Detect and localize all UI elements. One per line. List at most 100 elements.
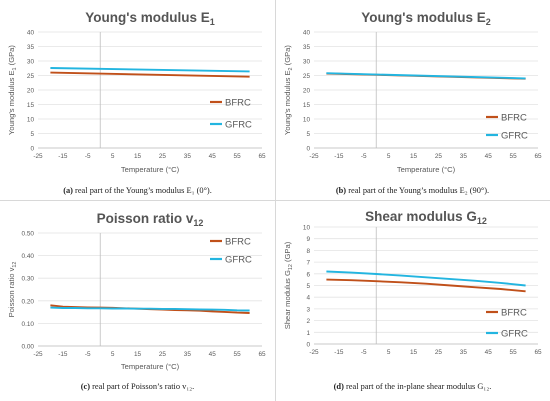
y-tick-label: 35 <box>303 44 311 51</box>
y-tick-label: 10 <box>27 117 35 124</box>
caption-a: (a) real part of the Young’s modulus E₁ … <box>0 186 275 195</box>
x-axis-label: Temperature (°C) <box>121 165 180 174</box>
chart-title: Poisson ratio v12 <box>97 211 204 228</box>
caption-c-tag: (c) <box>80 382 91 391</box>
x-tick-label: 25 <box>435 153 443 160</box>
y-axis-label: Poisson ratio v12 <box>7 262 18 318</box>
chart-poisson-ratio: 0.00 0.10 0.20 0.30 0.40 0.50 -25 -15 -5 5 15 25 35 4… <box>7 211 266 371</box>
x-tick-label: -5 <box>361 153 367 160</box>
x-tick-label: 65 <box>534 153 542 160</box>
y-tick-label: 0.20 <box>22 298 35 305</box>
x-tick-label: 55 <box>510 349 518 356</box>
x-tick-label: 5 <box>387 153 391 160</box>
y-tick-label: 0.40 <box>22 253 35 260</box>
x-tick-label: 5 <box>387 349 391 356</box>
x-tick-label: 55 <box>234 153 242 160</box>
y-axis-label: Young's modulus E1 (GPa) <box>7 45 18 135</box>
y-tick-label: 6 <box>306 271 310 278</box>
x-tick-label: -15 <box>58 351 68 358</box>
y-tick-label: 10 <box>303 117 311 124</box>
series-line-gfrc <box>326 270 526 287</box>
y-tick-label: 0 <box>306 342 310 349</box>
x-tick-label: 25 <box>435 349 443 356</box>
y-tick-label: 3 <box>306 306 310 313</box>
y-tick-label: 25 <box>303 73 311 80</box>
caption-b-tag: (b) <box>335 186 347 195</box>
chart-panel-youngs-modulus-e2: 0 5 10 15 20 25 30 35 40 -25 -15 -5 5 15 25 35 45 55 65 You… <box>278 2 548 180</box>
chart-panel-poisson-ratio: 0.00 0.10 0.20 0.30 0.40 0.50 -25 -15 -5 5 15 25 35 4… <box>2 203 272 375</box>
x-tick-label: -5 <box>85 351 91 358</box>
y-tick-label: 0 <box>306 146 310 153</box>
x-tick-label: 15 <box>410 349 418 356</box>
legend-label-gfrc: GFRC <box>225 255 252 266</box>
y-tick-label: 5 <box>306 131 310 138</box>
legend-label-gfrc: GFRC <box>225 120 252 131</box>
chart-youngs-modulus-e2: 0 5 10 15 20 25 30 35 40 -25 -15 -5 5 15 25 35 45 55 65 You… <box>283 10 542 174</box>
x-tick-label: 65 <box>258 153 266 160</box>
x-tick-label: -5 <box>361 349 367 356</box>
legend-label-bfrc: BFRC <box>501 113 527 124</box>
x-tick-label: 45 <box>485 349 493 356</box>
y-tick-label: 0.10 <box>22 321 35 328</box>
chart-youngs-modulus-e1: 0 5 10 15 20 25 30 35 40 -25 -15 -5 5 15 25 35 45 55 65 You… <box>7 10 266 174</box>
caption-b-text: real part of the Young’s modulus E₂ (90°… <box>346 186 490 195</box>
x-tick-label: 35 <box>184 153 192 160</box>
x-tick-label: -25 <box>33 153 43 160</box>
x-tick-label: 35 <box>460 153 468 160</box>
x-tick-label: -25 <box>309 153 319 160</box>
legend-label-bfrc: BFRC <box>225 237 251 248</box>
legend-label-bfrc: BFRC <box>501 308 527 319</box>
y-tick-label: 2 <box>306 318 310 325</box>
x-tick-label: 5 <box>111 153 115 160</box>
x-tick-label: -25 <box>33 351 43 358</box>
y-tick-label: 0.00 <box>22 344 35 351</box>
y-tick-label: 15 <box>27 102 35 109</box>
x-tick-label: -25 <box>309 349 319 356</box>
y-tick-label: 25 <box>27 73 35 80</box>
caption-d: (d) real part of the in-plane shear modu… <box>275 382 550 391</box>
caption-d-tag: (d) <box>333 382 344 391</box>
x-tick-label: 15 <box>134 351 142 358</box>
y-tick-label: 1 <box>306 330 310 337</box>
chart-panel-youngs-modulus-e1: 0 5 10 15 20 25 30 35 40 -25 -15 -5 5 15 25 35 45 55 65 You… <box>2 2 272 180</box>
x-tick-label: -5 <box>85 153 91 160</box>
legend-label-gfrc: GFRC <box>501 131 528 142</box>
y-tick-label: 5 <box>306 283 310 290</box>
chart-title: Shear modulus G12 <box>365 209 487 226</box>
series-line-gfrc <box>50 67 250 73</box>
caption-c: (c) real part of Poisson’s ratio v₁₂. <box>0 382 275 391</box>
x-tick-label: 35 <box>460 349 468 356</box>
series-line-gfrc <box>50 306 250 312</box>
x-tick-label: 65 <box>534 349 542 356</box>
x-axis-label: Temperature (°C) <box>397 165 456 174</box>
y-tick-label: 20 <box>27 88 35 95</box>
x-tick-label: 45 <box>209 153 217 160</box>
chart-panel-shear-modulus: 0 1 2 3 4 5 6 7 8 9 10 -25 -15 -5 5 15 25 35 45 55 65 Shear m… <box>278 203 548 375</box>
y-axis-label: Shear modulus G12 (GPa) <box>283 241 294 329</box>
x-tick-label: 45 <box>485 153 493 160</box>
y-tick-label: 20 <box>303 88 311 95</box>
series-line-gfrc <box>326 72 526 80</box>
x-tick-label: 55 <box>234 351 242 358</box>
y-tick-label: 10 <box>303 225 311 232</box>
y-tick-label: 8 <box>306 248 310 255</box>
x-tick-label: 25 <box>159 351 167 358</box>
x-tick-label: -15 <box>58 153 68 160</box>
y-tick-label: 40 <box>27 30 35 37</box>
caption-d-text: real part of the in-plane shear modulus … <box>343 382 492 391</box>
y-tick-label: 0.30 <box>22 276 35 283</box>
x-tick-label: 5 <box>111 351 115 358</box>
chart-title: Young's modulus E1 <box>85 10 214 27</box>
y-tick-label: 7 <box>306 260 310 267</box>
series-line-bfrc <box>50 71 250 78</box>
y-tick-label: 30 <box>303 59 311 66</box>
vertical-divider <box>275 0 276 401</box>
y-axis-label: Young's modulus E2 (GPa) <box>283 45 294 135</box>
x-tick-label: 45 <box>209 351 217 358</box>
legend-label-bfrc: BFRC <box>225 98 251 109</box>
y-tick-label: 40 <box>303 30 311 37</box>
y-tick-label: 4 <box>306 295 310 302</box>
y-tick-label: 30 <box>27 59 35 66</box>
series-line-bfrc <box>326 278 526 293</box>
x-tick-label: 15 <box>134 153 142 160</box>
